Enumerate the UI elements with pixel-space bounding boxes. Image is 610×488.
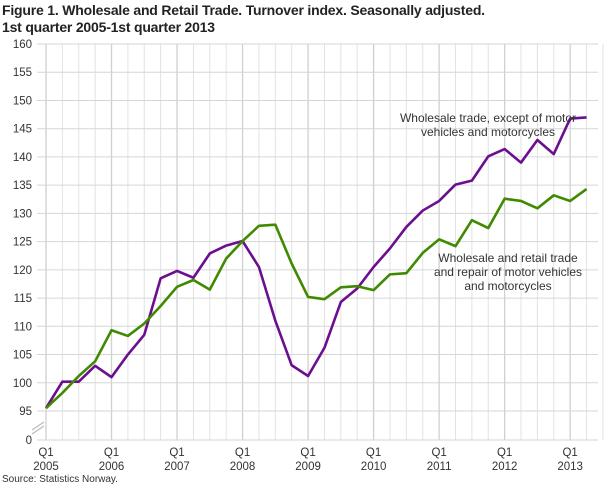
series-label-2: and motorcycles xyxy=(464,279,551,293)
y-tick-label: 140 xyxy=(13,152,32,164)
y-tick-label: 0 xyxy=(26,435,32,447)
title-line1: Figure 1. Wholesale and Retail Trade. Tu… xyxy=(2,2,485,18)
y-tick-label: 120 xyxy=(13,265,32,277)
chart-title: Figure 1. Wholesale and Retail Trade. Tu… xyxy=(2,2,485,36)
y-tick-label: 160 xyxy=(13,39,32,51)
x-tick-year: 2012 xyxy=(492,461,518,473)
series-label-1: vehicles and motorcycles xyxy=(421,125,555,139)
x-tick-year: 2010 xyxy=(361,461,387,473)
y-tick-label: 115 xyxy=(14,293,32,305)
y-tick-label: 155 xyxy=(13,67,32,79)
series-line-1 xyxy=(44,116,587,409)
x-tick-quarter: Q1 xyxy=(169,447,184,459)
y-tick-label: 130 xyxy=(13,208,32,220)
x-tick-year: 2013 xyxy=(557,461,583,473)
y-tick-label: 105 xyxy=(13,350,32,362)
x-tick-year: 2005 xyxy=(33,461,59,473)
series-line-2 xyxy=(45,188,588,410)
x-tick-quarter: Q1 xyxy=(431,447,446,459)
x-tick-year: 2008 xyxy=(230,461,256,473)
axis-break-mark xyxy=(31,421,45,431)
x-tick-year: 2011 xyxy=(427,461,452,473)
x-tick-quarter: Q1 xyxy=(366,447,381,459)
y-tick-label: 150 xyxy=(13,95,32,107)
series-label-2: Wholesale and retail trade xyxy=(438,251,578,265)
series-label-1: Wholesale trade, except of motor xyxy=(400,111,576,125)
y-tick-label: 145 xyxy=(13,124,32,136)
x-tick-quarter: Q1 xyxy=(235,447,250,459)
x-tick-quarter: Q1 xyxy=(38,447,53,459)
x-tick-year: 2007 xyxy=(164,461,190,473)
x-tick-year: 2009 xyxy=(295,461,321,473)
y-tick-label: 110 xyxy=(14,321,32,333)
y-tick-label: 100 xyxy=(13,378,32,390)
x-tick-quarter: Q1 xyxy=(104,447,119,459)
x-tick-year: 2006 xyxy=(99,461,125,473)
series-label-2: and repair of motor vehicles xyxy=(434,265,582,279)
axis-break-mark xyxy=(31,425,45,435)
title-line2: 1st quarter 2005-1st quarter 2013 xyxy=(2,19,215,35)
x-tick-quarter: Q1 xyxy=(497,447,512,459)
y-tick-label: 95 xyxy=(19,406,32,418)
x-tick-quarter: Q1 xyxy=(300,447,315,459)
y-tick-label: 135 xyxy=(13,180,32,192)
x-tick-quarter: Q1 xyxy=(562,447,577,459)
y-tick-label: 125 xyxy=(13,237,32,249)
source-note: Source: Statistics Norway. xyxy=(2,474,118,485)
